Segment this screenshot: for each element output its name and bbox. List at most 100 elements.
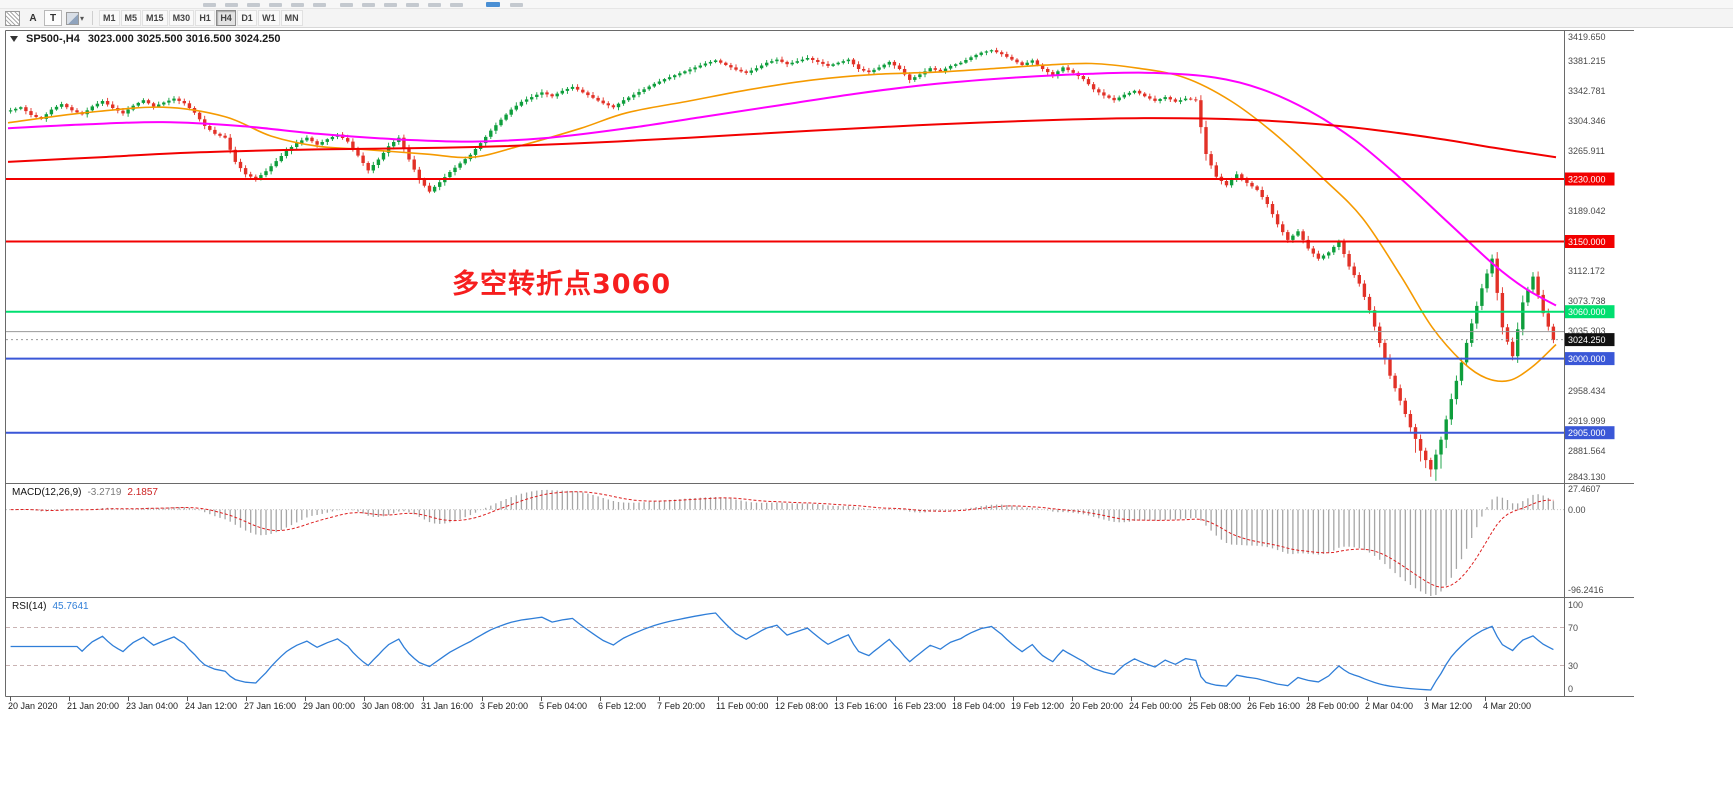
candle-body [1066, 67, 1070, 71]
candle-body [1056, 71, 1060, 76]
candle-body [402, 137, 406, 149]
macd-axis-label: -96.2416 [1568, 585, 1604, 595]
candle-body [417, 169, 421, 180]
candle-body [1408, 414, 1413, 428]
time-axis-label: 30 Jan 08:00 [362, 701, 414, 711]
time-axis-label: 27 Jan 16:00 [244, 701, 296, 711]
candle-body [698, 65, 702, 68]
candle-body [892, 61, 897, 66]
candle-body [877, 67, 881, 70]
candle-body [1275, 214, 1280, 225]
candle-body [943, 68, 948, 72]
candle-body [1429, 460, 1433, 470]
candle-body [1321, 255, 1326, 259]
timeframe-button-M30[interactable]: M30 [168, 10, 195, 26]
candle-body [346, 138, 350, 142]
candle-body [545, 92, 549, 95]
chart-symbol-period: SP500-,H4 [26, 33, 80, 45]
price-axis-label: 2843.130 [1568, 472, 1606, 482]
candle-body [535, 94, 539, 97]
chart-plot-area[interactable]: 3230.000 3150.000 3060.000 3000.000 2905.000… [0, 28, 1733, 794]
candle-body [887, 61, 891, 65]
price-axis-label: 3265.911 [1568, 146, 1605, 156]
cropped-icon-stub [291, 3, 304, 7]
timeframe-button-D1[interactable]: D1 [237, 10, 258, 26]
candle-body [1250, 182, 1254, 187]
candle-body [1388, 359, 1392, 376]
candle-body [611, 105, 616, 108]
candle-body [708, 61, 713, 64]
macd-axis-label: 0.00 [1568, 505, 1586, 515]
candle-body [1311, 248, 1315, 254]
candle-body [111, 104, 115, 108]
time-axis-label: 26 Feb 16:00 [1247, 701, 1300, 711]
cropped-icon-stub [428, 3, 441, 7]
candle-body [1342, 241, 1346, 254]
cropped-icon-stub [340, 3, 353, 7]
candle-body [65, 104, 69, 108]
candle-body [284, 150, 289, 156]
candle-body [785, 61, 789, 65]
timeframe-button-MN[interactable]: MN [280, 10, 303, 26]
timeframe-button-H1[interactable]: H1 [195, 10, 216, 26]
time-axis-label: 21 Jan 20:00 [67, 701, 119, 711]
time-axis-label: 13 Feb 16:00 [834, 701, 887, 711]
candle-body [208, 126, 212, 130]
candle-body [928, 68, 932, 72]
candle-body [1122, 94, 1126, 98]
candle-body [1112, 97, 1116, 101]
price-axis-label: 3189.042 [1568, 206, 1606, 216]
text-label-tool-button[interactable]: A [24, 10, 42, 26]
timeframe-button-M5[interactable]: M5 [120, 10, 142, 26]
time-axis-label: 31 Jan 16:00 [421, 701, 473, 711]
arrows-tool-button[interactable]: ▾ [64, 10, 86, 26]
candle-body [979, 52, 983, 55]
candle-body [1025, 62, 1029, 65]
cropped-icon-stub [450, 3, 463, 7]
macd-histogram [15, 489, 1555, 596]
timeframe-button-H4[interactable]: H4 [216, 10, 237, 26]
text-tool-button[interactable]: T [44, 10, 62, 26]
candle-body [565, 88, 570, 91]
candle-body [100, 101, 105, 104]
candle-body [621, 100, 626, 104]
candle-body [1183, 98, 1188, 101]
hatch-tool-button[interactable] [3, 10, 22, 26]
candle-body [683, 71, 687, 74]
candle-body [1163, 97, 1167, 100]
candle-body [1383, 342, 1387, 360]
candle-body [632, 94, 636, 98]
timeframe-button-M15[interactable]: M15 [142, 10, 168, 26]
candle-body [29, 111, 33, 115]
candle-body [14, 108, 18, 111]
candle-body [1332, 246, 1336, 253]
cropped-icon-stub [269, 3, 282, 7]
candle-body [448, 172, 452, 178]
candle-body [1035, 60, 1040, 65]
candle-body [484, 136, 488, 144]
candle-body [959, 62, 963, 65]
time-axis-label: 25 Feb 08:00 [1188, 701, 1241, 711]
timeframe-button-W1[interactable]: W1 [258, 10, 280, 26]
current-price-tag [1564, 333, 1615, 347]
candle-body [514, 105, 518, 110]
candle-body [458, 163, 462, 168]
chart-annotation[interactable]: 多空转折点3060 [452, 269, 672, 300]
candle-body [1327, 252, 1331, 256]
candle-body [739, 69, 743, 72]
candle-body [555, 93, 559, 97]
candle-body [392, 142, 396, 147]
candle-body [1464, 342, 1469, 363]
candle-body [295, 143, 299, 147]
candle-body [1367, 296, 1372, 311]
time-axis-label: 20 Jan 2020 [8, 701, 58, 711]
timeframe-button-M1[interactable]: M1 [99, 10, 120, 26]
price-tag [1564, 235, 1615, 248]
candle-body [550, 94, 554, 97]
candle-body [223, 135, 227, 138]
candle-body [780, 59, 784, 62]
candle-body [197, 112, 202, 120]
toolbar: A T ▾ M1 M5 M15 M30 H1 H4 D1 W1 MN [0, 9, 1733, 28]
candle-body [519, 101, 524, 106]
candle-body [1444, 419, 1448, 440]
